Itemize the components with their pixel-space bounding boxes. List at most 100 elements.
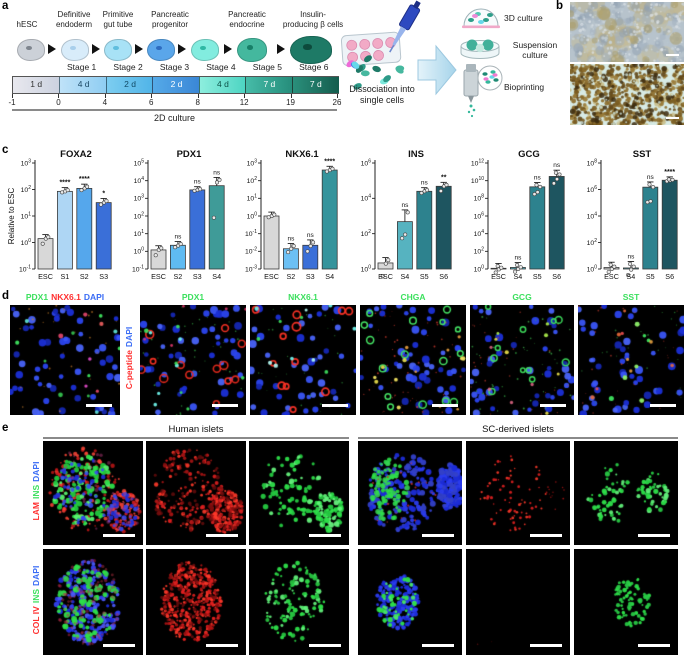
lineage-label-3: Pancreatic progenitor xyxy=(128,10,212,29)
data-point xyxy=(495,263,500,268)
significance-label: ns xyxy=(194,179,202,186)
data-point xyxy=(403,232,408,237)
islet-micrograph xyxy=(43,441,143,545)
lineage-label-line: progenitor xyxy=(151,19,189,29)
stage-label-1: Stage 1 xyxy=(66,62,97,72)
cell-nucleus xyxy=(156,45,162,50)
scale-bar xyxy=(212,404,238,407)
bar-S3 xyxy=(95,202,112,270)
x-category-label: S4 xyxy=(212,272,221,281)
significance-label: ns xyxy=(307,232,315,239)
data-point xyxy=(383,261,388,266)
row-label-word: COL IV xyxy=(31,606,41,635)
x-category-label: ESC xyxy=(264,272,279,281)
data-point xyxy=(311,240,316,245)
if-image-SST xyxy=(578,305,684,415)
chart-SST: SST 100 102 104 106 108 ESC ns S4 ns S5 **** S6 xyxy=(587,149,678,281)
brightfield-colony-image xyxy=(570,2,684,62)
bar-S4 xyxy=(208,185,225,270)
y-tick-label: 101 xyxy=(21,211,32,220)
output-suspension-label: Suspension culture xyxy=(512,40,558,60)
day-tick-mark xyxy=(104,94,106,98)
y-tick-label: 103 xyxy=(134,194,145,203)
panel-e-islet-comparison: Human islets SC-derived islets LAMINSDAPI C… xyxy=(0,420,685,659)
islet-micrograph xyxy=(146,441,246,545)
c-peptide-dapi-side-label: C-peptide DAPI xyxy=(124,298,134,418)
data-point xyxy=(608,262,613,267)
panel-label-c: c xyxy=(2,144,9,156)
human-islets-rule xyxy=(43,437,349,439)
x-category-label: S6 xyxy=(552,272,561,281)
data-point xyxy=(217,177,222,182)
sc-derived-islets-header: SC-derived islets xyxy=(482,424,554,435)
x-category-label: ESC xyxy=(491,272,506,281)
panel-label-a: a xyxy=(2,0,9,12)
if-image-PDX1 xyxy=(140,305,246,415)
lineage-label-line: Primitive xyxy=(102,10,134,19)
lineage-label-0: hESC xyxy=(0,20,69,30)
chart-PDX1: PDX1 10-1 100 101 102 103 104 105 ESC ns S2 ns S3 ns S… xyxy=(132,149,225,281)
y-tick-label: 1010 xyxy=(471,176,484,185)
y-tick-label: 100 xyxy=(587,264,598,273)
lineage-cell-2 xyxy=(104,39,132,61)
lineage-label-line: Definitive xyxy=(57,10,91,19)
bar-S5 xyxy=(529,186,546,270)
data-point xyxy=(555,177,560,182)
y-tick-label: 10-1 xyxy=(245,229,257,238)
scale-bar xyxy=(309,534,341,537)
y-tick-label: 102 xyxy=(361,229,372,238)
lineage-label-line: gut tube xyxy=(103,19,133,29)
significance-label: ns xyxy=(401,202,409,209)
day-tick-mark xyxy=(12,94,13,98)
bar-S3 xyxy=(302,244,319,270)
x-category-label: ESC xyxy=(378,272,393,281)
scale-bar xyxy=(432,404,458,407)
lineage-arrow-icon xyxy=(276,44,285,54)
data-point xyxy=(289,246,294,251)
fluorescence-micrograph xyxy=(10,305,120,415)
y-tick-label: 100 xyxy=(247,211,258,220)
data-point xyxy=(98,202,103,207)
x-category-label: S4 xyxy=(627,272,636,281)
segment-duration-label: 7 d xyxy=(309,79,322,89)
well-plate-icon xyxy=(340,31,402,67)
bar-S2 xyxy=(170,244,186,270)
x-category-label: S5 xyxy=(533,272,542,281)
y-tick-label: 103 xyxy=(21,158,32,167)
islet-image-r2-c4 xyxy=(358,549,462,655)
day-tick-mark xyxy=(290,94,292,98)
data-point xyxy=(438,189,443,194)
merge-header-word: DAPI xyxy=(83,292,105,302)
col-iv-ins-dapi-label: COL IV INS DAPI xyxy=(31,540,41,659)
data-point xyxy=(493,270,498,275)
scale-bar xyxy=(638,644,670,647)
row-label-word: INS xyxy=(31,588,41,604)
chart-title: GCG xyxy=(518,149,540,160)
scale-bar xyxy=(103,644,135,647)
y-tick-label: 104 xyxy=(134,176,145,185)
significance-label: ns xyxy=(287,236,295,243)
fluorescence-micrograph xyxy=(360,305,466,415)
data-point xyxy=(557,172,562,177)
lineage-arrow-icon xyxy=(91,44,100,54)
y-tick-label: 102 xyxy=(134,211,145,220)
lineage-label-line: producing β cells xyxy=(282,19,344,29)
day-tick-mark xyxy=(151,94,153,98)
lineage-label-5: Insulin-producing β cells xyxy=(271,10,355,29)
significance-label: ns xyxy=(514,255,522,262)
scale-bar xyxy=(530,534,562,537)
lineage-label-line: Pancreatic xyxy=(151,10,189,19)
dissociation-line2: single cells xyxy=(359,95,405,105)
big-arrow-icon xyxy=(417,44,457,96)
significance-label: **** xyxy=(59,180,70,187)
x-category-label: S6 xyxy=(439,272,448,281)
chart-title: PDX1 xyxy=(177,149,203,160)
data-point xyxy=(553,170,558,175)
lineage-cell-4 xyxy=(191,39,219,61)
data-point xyxy=(400,236,405,241)
lineage-cell-3 xyxy=(147,39,175,61)
data-point xyxy=(46,235,51,240)
segment-duration-label: 4 d xyxy=(77,79,90,89)
stage-label-3: Stage 3 xyxy=(159,62,190,72)
y-tick-label: 100 xyxy=(21,238,32,247)
